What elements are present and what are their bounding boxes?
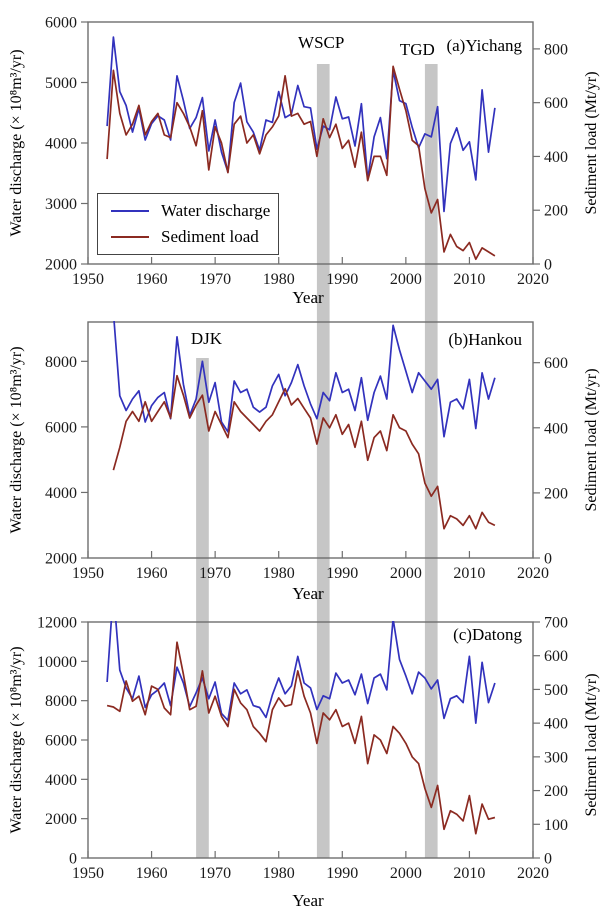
panel-c-x-axis-title: Year <box>292 891 324 910</box>
panel-b-frame <box>87 321 534 559</box>
svg-text:1950: 1950 <box>72 271 104 288</box>
svg-text:2000: 2000 <box>390 865 422 882</box>
svg-text:1970: 1970 <box>199 565 231 582</box>
legend-item-sediment-load: Sediment load <box>98 227 278 247</box>
legend-label-sediment-load: Sediment load <box>161 227 259 247</box>
svg-text:2010: 2010 <box>453 565 485 582</box>
svg-text:1960: 1960 <box>136 565 168 582</box>
svg-text:100: 100 <box>544 817 568 834</box>
event-bar-wscp <box>316 64 330 858</box>
svg-text:2000: 2000 <box>45 551 77 568</box>
svg-text:2010: 2010 <box>453 865 485 882</box>
panel-c-title: (c)Datong <box>453 625 522 644</box>
svg-text:8000: 8000 <box>45 693 77 710</box>
panel-c-frame <box>87 621 534 859</box>
panel-b-sediment-load-line <box>112 374 496 530</box>
svg-text:1980: 1980 <box>263 271 295 288</box>
svg-text:400: 400 <box>544 420 568 437</box>
svg-text:1950: 1950 <box>72 865 104 882</box>
panel-b-left-axis-title: Water discharge (× 10⁸m³/yr) <box>8 346 25 534</box>
panel-a-sediment-load-line <box>106 65 496 261</box>
svg-text:200: 200 <box>544 485 568 502</box>
svg-text:2020: 2020 <box>517 865 549 882</box>
svg-text:5000: 5000 <box>45 75 77 92</box>
panel-b-right-axis-title: Sediment load (Mt/yr) <box>583 368 600 512</box>
svg-text:2020: 2020 <box>517 565 549 582</box>
legend-label-water-discharge: Water discharge <box>161 200 271 220</box>
svg-text:1990: 1990 <box>326 271 358 288</box>
svg-text:2000: 2000 <box>45 257 77 274</box>
panel-a-x-axis-title: Year <box>292 288 324 307</box>
annotation-wscp-label: WSCP <box>298 33 345 52</box>
svg-text:500: 500 <box>544 682 568 699</box>
svg-text:200: 200 <box>544 783 568 800</box>
svg-text:6000: 6000 <box>45 419 77 436</box>
svg-text:1970: 1970 <box>199 865 231 882</box>
svg-text:200: 200 <box>544 203 568 220</box>
svg-text:600: 600 <box>544 648 568 665</box>
svg-text:6000: 6000 <box>45 15 77 32</box>
panel-c-left-axis-title: Water discharge (× 10⁸m³/yr) <box>8 646 25 834</box>
svg-text:400: 400 <box>544 149 568 166</box>
svg-text:0: 0 <box>544 257 552 274</box>
svg-text:10000: 10000 <box>37 654 77 671</box>
svg-text:1960: 1960 <box>136 271 168 288</box>
svg-text:0: 0 <box>544 851 552 868</box>
annotation-tgd-label: TGD <box>399 40 435 59</box>
svg-text:1960: 1960 <box>136 865 168 882</box>
sediment-load-line-swatch <box>111 236 149 239</box>
water-discharge-line-swatch <box>111 209 149 212</box>
annotation-djk-label: DJK <box>190 329 223 348</box>
panel-b-title: (b)Hankou <box>448 330 522 349</box>
svg-text:600: 600 <box>544 355 568 372</box>
panel-b-x-axis-title: Year <box>292 584 324 603</box>
svg-text:8000: 8000 <box>45 354 77 371</box>
svg-text:0: 0 <box>544 551 552 568</box>
svg-text:800: 800 <box>544 41 568 58</box>
svg-text:700: 700 <box>544 615 568 632</box>
svg-text:4000: 4000 <box>45 485 77 502</box>
svg-text:600: 600 <box>544 95 568 112</box>
svg-text:2000: 2000 <box>390 565 422 582</box>
panel-a-title: (a)Yichang <box>446 36 522 55</box>
svg-text:4000: 4000 <box>45 772 77 789</box>
svg-text:1970: 1970 <box>199 271 231 288</box>
svg-text:0: 0 <box>69 851 77 868</box>
svg-text:3000: 3000 <box>45 196 77 213</box>
svg-text:2010: 2010 <box>453 271 485 288</box>
svg-text:4000: 4000 <box>45 136 77 153</box>
panel-a-right-axis-title: Sediment load (Mt/yr) <box>583 71 600 215</box>
svg-text:300: 300 <box>544 749 568 766</box>
svg-text:1950: 1950 <box>72 565 104 582</box>
svg-text:1980: 1980 <box>263 865 295 882</box>
panel-c-right-axis-title: Sediment load (Mt/yr) <box>583 673 600 817</box>
event-bar-djk <box>196 358 209 858</box>
svg-text:1990: 1990 <box>326 865 358 882</box>
event-bar-tgd <box>424 64 438 858</box>
svg-text:2000: 2000 <box>390 271 422 288</box>
svg-text:12000: 12000 <box>37 615 77 632</box>
svg-text:2000: 2000 <box>45 811 77 828</box>
svg-text:2020: 2020 <box>517 271 549 288</box>
legend: Water discharge Sediment load <box>97 193 279 255</box>
svg-text:6000: 6000 <box>45 733 77 750</box>
svg-text:1980: 1980 <box>263 565 295 582</box>
svg-text:1990: 1990 <box>326 565 358 582</box>
panel-c-sediment-load-line <box>106 641 496 835</box>
svg-text:400: 400 <box>544 716 568 733</box>
panel-a-left-axis-title: Water discharge (× 10⁸m³/yr) <box>8 49 25 237</box>
legend-item-water-discharge: Water discharge <box>98 201 278 221</box>
panel-b-water-discharge-line <box>113 321 496 438</box>
